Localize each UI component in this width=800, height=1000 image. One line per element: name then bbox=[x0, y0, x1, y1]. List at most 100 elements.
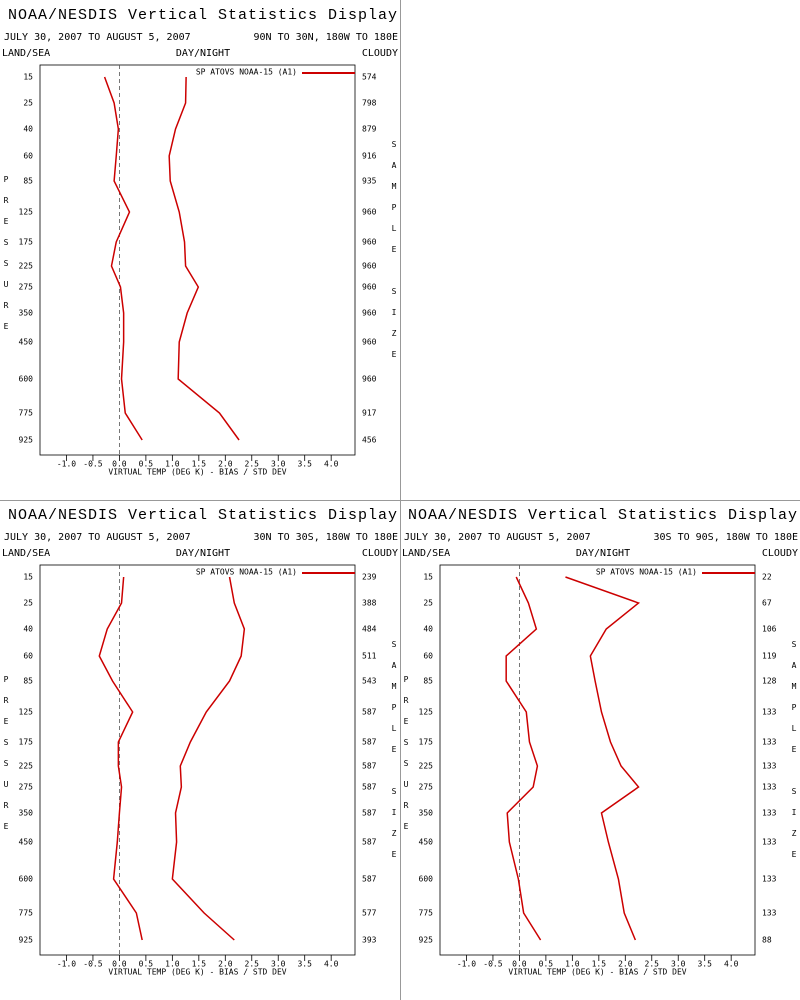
x-tick-label: -1.0 bbox=[457, 960, 476, 969]
y-tick-label: 275 bbox=[19, 283, 34, 292]
region: 30S TO 90S, 180W TO 180E bbox=[654, 532, 799, 543]
cloudy: CLOUDY bbox=[362, 548, 398, 559]
day-night: DAY/NIGHT bbox=[576, 548, 630, 559]
sample-size-label: 133 bbox=[762, 875, 777, 884]
profile-line bbox=[98, 576, 143, 941]
x-tick-label: 0.5 bbox=[139, 960, 154, 969]
x-tick-label: 2.5 bbox=[245, 960, 260, 969]
sample-size-label: 587 bbox=[362, 762, 377, 771]
x-tick-label: 3.5 bbox=[697, 960, 712, 969]
x-tick-label: 3.5 bbox=[297, 460, 312, 469]
x-tick-label: 1.0 bbox=[165, 460, 180, 469]
x-tick-label: 1.0 bbox=[565, 960, 580, 969]
y-tick-label: 600 bbox=[19, 875, 34, 884]
sample-size-label: 960 bbox=[362, 238, 377, 247]
sample-size-label: 587 bbox=[362, 875, 377, 884]
sample-size-label: 88 bbox=[762, 936, 772, 945]
legend-label: SP ATOVS NOAA-15 (A1) bbox=[596, 568, 697, 577]
plot-frame bbox=[39, 64, 356, 456]
x-tick-label: 0.0 bbox=[112, 960, 127, 969]
region: 90N TO 30N, 180W TO 180E bbox=[254, 32, 399, 43]
y-tick-label: 15 bbox=[423, 573, 433, 582]
sample-size-label: 67 bbox=[762, 599, 772, 608]
sample-size-label: 119 bbox=[762, 652, 777, 661]
plot-frame bbox=[39, 564, 356, 956]
x-axis-label: VIRTUAL TEMP (DEG K) - BIAS / STD DEV bbox=[108, 968, 286, 977]
y-tick-label: 15 bbox=[23, 573, 33, 582]
sample-size-label: 917 bbox=[362, 409, 377, 418]
date-range: JULY 30, 2007 TO AUGUST 5, 2007 bbox=[404, 532, 591, 543]
x-tick-label: -0.5 bbox=[83, 960, 102, 969]
y-tick-label: 85 bbox=[423, 677, 433, 686]
chart-title: NOAA/NESDIS Vertical Statistics Display bbox=[8, 507, 398, 524]
x-tick-label: 2.0 bbox=[618, 960, 633, 969]
y-tick-label: 600 bbox=[19, 375, 34, 384]
x-tick-label: 2.0 bbox=[218, 460, 233, 469]
x-tick-label: 2.5 bbox=[645, 960, 660, 969]
x-tick-label: -0.5 bbox=[83, 460, 102, 469]
land-sea: LAND/SEA bbox=[2, 48, 50, 59]
sample-size-label: 960 bbox=[362, 309, 377, 318]
y-tick-label: 925 bbox=[419, 936, 434, 945]
sample-size-label: 133 bbox=[762, 762, 777, 771]
sample-size-label: 587 bbox=[362, 783, 377, 792]
sample-size-label: 393 bbox=[362, 936, 377, 945]
y-tick-label: 60 bbox=[23, 652, 33, 661]
y-tick-label: 350 bbox=[19, 309, 34, 318]
y-tick-label: 225 bbox=[19, 262, 34, 271]
profile-line bbox=[171, 576, 246, 941]
x-tick-label: 3.5 bbox=[297, 960, 312, 969]
y-tick-label: 775 bbox=[19, 409, 34, 418]
y-tick-label: 40 bbox=[423, 625, 433, 634]
sample-size-label: 587 bbox=[362, 708, 377, 717]
sample-size-label: 577 bbox=[362, 909, 377, 918]
y-tick-label: 125 bbox=[19, 208, 34, 217]
x-tick-label: -1.0 bbox=[57, 460, 76, 469]
x-axis-label: VIRTUAL TEMP (DEG K) - BIAS / STD DEV bbox=[508, 968, 686, 977]
x-tick-label: 3.0 bbox=[271, 960, 286, 969]
sample-size-label: 798 bbox=[362, 99, 377, 108]
chart-panel: NOAA/NESDIS Vertical Statistics Display J… bbox=[2, 7, 399, 477]
profile-line bbox=[565, 576, 641, 941]
y-tick-label: 175 bbox=[419, 738, 434, 747]
profile-line bbox=[103, 76, 143, 441]
region: 30N TO 30S, 180W TO 180E bbox=[254, 532, 399, 543]
x-tick-label: -0.5 bbox=[483, 960, 502, 969]
x-tick-label: 1.5 bbox=[192, 460, 207, 469]
y-tick-label: 60 bbox=[23, 152, 33, 161]
y-tick-label: 275 bbox=[419, 783, 434, 792]
sample-size-label: 239 bbox=[362, 573, 377, 582]
x-tick-label: 2.0 bbox=[218, 960, 233, 969]
x-tick-label: 4.0 bbox=[724, 960, 739, 969]
y2-axis-label: SAMPLE SIZE bbox=[790, 640, 799, 871]
day-night: DAY/NIGHT bbox=[176, 548, 230, 559]
sample-size-label: 935 bbox=[362, 177, 377, 186]
sample-size-label: 133 bbox=[762, 809, 777, 818]
y-tick-label: 175 bbox=[19, 238, 34, 247]
y-tick-label: 450 bbox=[419, 838, 434, 847]
sample-size-label: 574 bbox=[362, 73, 377, 82]
y-tick-label: 40 bbox=[23, 625, 33, 634]
y-tick-label: 450 bbox=[19, 838, 34, 847]
plot-frame bbox=[439, 564, 756, 956]
y-tick-label: 775 bbox=[19, 909, 34, 918]
land-sea: LAND/SEA bbox=[402, 548, 450, 559]
y-tick-label: 85 bbox=[23, 677, 33, 686]
y-tick-label: 25 bbox=[23, 99, 33, 108]
y-tick-label: 350 bbox=[419, 809, 434, 818]
y-tick-label: 175 bbox=[19, 738, 34, 747]
y-axis-label: PRESSURE bbox=[2, 175, 11, 343]
y-tick-label: 85 bbox=[23, 177, 33, 186]
sample-size-label: 484 bbox=[362, 625, 377, 634]
y-tick-label: 15 bbox=[23, 73, 33, 82]
y-tick-label: 925 bbox=[19, 936, 34, 945]
sample-size-label: 511 bbox=[362, 652, 377, 661]
x-tick-label: 4.0 bbox=[324, 460, 339, 469]
x-tick-label: 3.0 bbox=[671, 960, 686, 969]
y-tick-label: 125 bbox=[419, 708, 434, 717]
profile-line bbox=[168, 76, 240, 441]
sample-size-label: 133 bbox=[762, 838, 777, 847]
sample-size-label: 133 bbox=[762, 783, 777, 792]
sample-size-label: 22 bbox=[762, 573, 772, 582]
x-tick-label: 0.5 bbox=[539, 960, 554, 969]
